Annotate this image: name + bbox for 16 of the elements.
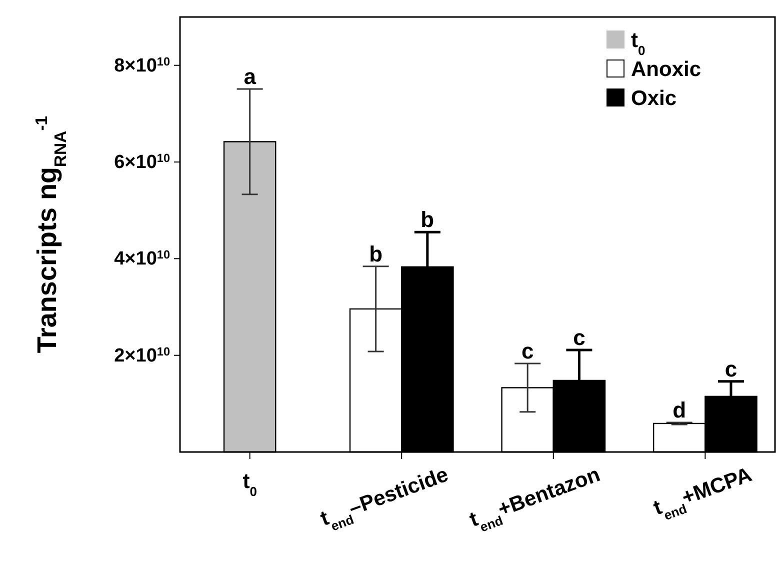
legend-label: Anoxic (631, 58, 702, 81)
annotation: c (573, 325, 586, 350)
legend-label: Oxic (631, 87, 677, 110)
annotation: c (521, 338, 534, 364)
annotation: b (420, 207, 434, 232)
y-tick-label: 8×10$^{10}$ (114, 54, 170, 76)
annotation: c (724, 356, 738, 382)
annotation: a (244, 64, 257, 90)
x-tick-label: t$_{0}$ (242, 470, 257, 498)
annotation: d (672, 398, 686, 423)
y-tick-label: 2×10$^{10}$ (114, 344, 170, 366)
annotation: b (369, 241, 383, 266)
x-tick-label: t$_{end}$+MCPA (650, 463, 755, 523)
y-tick-label: 4×10$^{10}$ (114, 248, 170, 270)
y-tick-label: 6×10$^{10}$ (114, 152, 170, 173)
legend-label: t$_{0}$ (631, 29, 646, 58)
